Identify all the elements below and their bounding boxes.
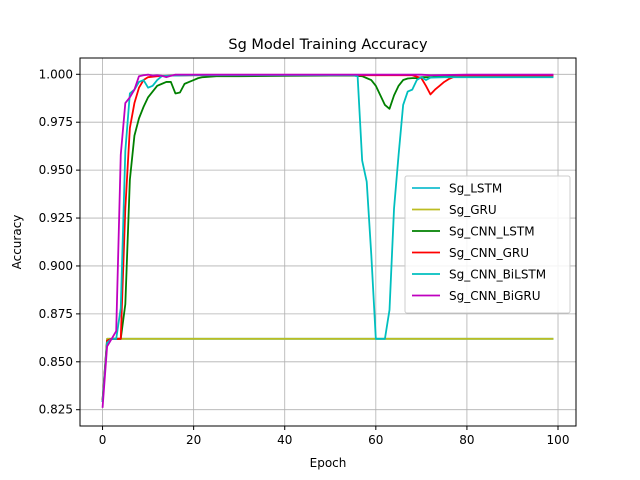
legend-label: Sg_LSTM <box>449 182 502 196</box>
y-tick-label: 0.825 <box>39 403 73 417</box>
series-line-sg-cnn-bigru <box>101 73 554 408</box>
series-line-sg-cnn-lstm <box>101 74 554 403</box>
legend-label: Sg_CNN_LSTM <box>449 225 535 239</box>
x-tick-label: 100 <box>547 433 570 447</box>
y-tick-label: 0.950 <box>39 163 73 177</box>
legend-label: Sg_CNN_BiGRU <box>449 289 541 303</box>
legend-label: Sg_CNN_BiLSTM <box>449 268 546 282</box>
y-tick-label: 0.900 <box>39 259 73 273</box>
x-tick-label: 0 <box>99 433 107 447</box>
y-tick-label: 0.975 <box>39 115 73 129</box>
legend-label: Sg_CNN_GRU <box>449 246 529 260</box>
legend-box <box>404 175 571 314</box>
legend: Sg_LSTM Sg_GRU Sg_CNN_LSTM Sg_CNN_GRU Sg_CNN… <box>404 175 571 314</box>
x-tick-label: 80 <box>459 433 474 447</box>
plot-frame <box>79 57 577 427</box>
y-tick-label: 0.875 <box>39 307 73 321</box>
y-tick-label: 0.925 <box>39 211 73 225</box>
y-tick-label: 1.000 <box>39 67 73 81</box>
chart-title: Sg Model Training Accuracy <box>228 37 428 53</box>
x-tick-label: 40 <box>277 433 292 447</box>
ticks: 0 20 40 60 80 100 0.825 0.850 0.875 0.900 0.925 0.9… <box>39 67 570 447</box>
x-tick-label: 20 <box>186 433 201 447</box>
y-axis-label: Accuracy <box>10 215 24 270</box>
legend-label: Sg_GRU <box>449 203 497 217</box>
series-group <box>101 73 554 408</box>
x-tick-label: 60 <box>368 433 383 447</box>
x-axis-label: Epoch <box>310 456 347 470</box>
y-tick-label: 0.850 <box>39 355 73 369</box>
